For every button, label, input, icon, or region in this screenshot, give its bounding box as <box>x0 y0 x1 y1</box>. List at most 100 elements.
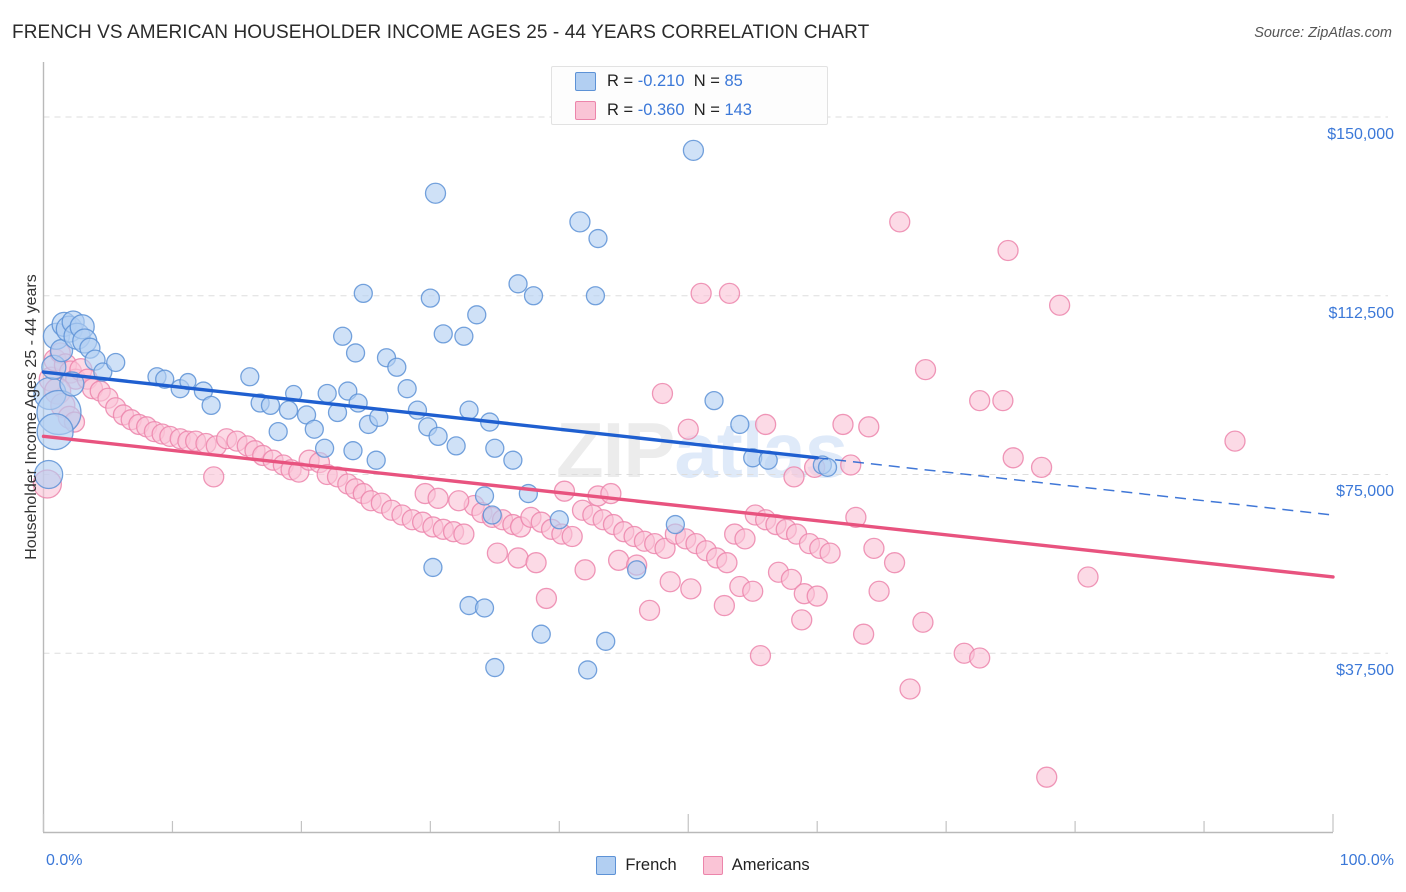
scatter-point <box>314 438 335 458</box>
scatter-point <box>474 486 495 506</box>
y-axis-title: Householder Income Ages 25 - 44 years <box>23 274 40 560</box>
scatter-points-americans <box>32 211 1246 788</box>
scatter-point <box>446 436 466 456</box>
french-stats: R = -0.210 N = 85 <box>607 72 743 90</box>
scatter-point <box>858 416 880 438</box>
scatter-point <box>240 367 260 387</box>
scatter-point <box>680 578 702 600</box>
scatter-point <box>423 557 443 578</box>
scatter-point <box>819 542 841 564</box>
scatter-point <box>448 490 470 512</box>
scatter-point <box>549 510 569 530</box>
scatter-point <box>868 580 890 602</box>
scatter-point <box>638 599 661 621</box>
scatter-point <box>883 552 906 574</box>
scatter-point <box>486 542 509 564</box>
scatter-point <box>304 419 324 439</box>
scatter-point <box>889 211 911 233</box>
scatter-point <box>863 537 885 560</box>
y-tick-label: $75,000 <box>1336 483 1394 501</box>
french-swatch-icon <box>575 72 596 91</box>
scatter-point <box>997 239 1019 262</box>
scatter-point <box>791 609 813 631</box>
scatter-point <box>607 549 630 571</box>
scatter-point <box>585 286 606 306</box>
scatter-point <box>734 528 756 550</box>
x-axis-ticks <box>42 814 1334 832</box>
axis-lines <box>42 62 1333 834</box>
scatter-point <box>203 466 225 488</box>
scatter-point <box>659 571 681 593</box>
scatter-point <box>780 568 803 591</box>
y-tick-label: $112,500 <box>1328 304 1394 322</box>
legend-label-french: French <box>625 855 677 874</box>
scatter-point <box>677 418 699 440</box>
scatter-point <box>682 139 705 162</box>
scatter-point <box>278 400 299 420</box>
trend-line-americans <box>41 434 1335 579</box>
scatter-point <box>407 400 428 420</box>
scatter-point <box>912 611 934 633</box>
scatter-point <box>503 450 523 470</box>
scatter-point <box>1077 566 1099 588</box>
x-axis-min-label: 0.0% <box>46 852 83 869</box>
americans-stats: R = -0.360 N = 143 <box>607 101 752 119</box>
legend-row-americans: R = -0.360 N = 143 <box>552 96 827 125</box>
legend-item-americans[interactable]: Americans <box>702 855 810 875</box>
scatter-point <box>433 324 453 344</box>
scatter-point <box>969 389 991 412</box>
legend-label-americans: Americans <box>731 855 810 874</box>
scatter-points-french <box>33 139 838 680</box>
scatter-point <box>754 413 777 436</box>
americans-legend-swatch-icon <box>702 855 723 875</box>
scatter-point <box>574 559 596 581</box>
scatter-point <box>467 305 487 325</box>
scatter-point <box>806 585 828 607</box>
scatter-point <box>742 580 764 602</box>
scatter-point <box>817 457 838 478</box>
scatter-point <box>690 282 712 305</box>
scatter-point <box>627 560 647 580</box>
scatter-point <box>832 413 854 436</box>
scatter-point <box>852 623 875 645</box>
trend-line-french-projection <box>817 457 1334 516</box>
scatter-point <box>285 384 303 403</box>
scatter-point <box>1030 456 1053 479</box>
scatter-point <box>317 383 337 404</box>
scatter-point <box>508 274 528 294</box>
americans-swatch-icon <box>575 101 596 120</box>
scatter-point <box>651 382 674 405</box>
scatter-point <box>654 537 676 560</box>
trend-line-french <box>41 370 819 460</box>
legend-item-french[interactable]: French <box>596 855 677 875</box>
scatter-point <box>596 631 616 651</box>
series-legend: French Americans <box>0 851 1406 879</box>
scatter-point <box>783 466 805 488</box>
scatter-point <box>704 390 724 411</box>
scatter-point <box>34 459 64 490</box>
scatter-point <box>268 421 288 442</box>
scatter-point <box>353 283 373 304</box>
scatter-point <box>1048 294 1071 316</box>
scatter-point <box>333 326 353 346</box>
scatter-point <box>428 426 448 447</box>
y-tick-label: $37,500 <box>1336 662 1394 680</box>
scatter-point <box>588 228 608 249</box>
scatter-point <box>992 389 1014 412</box>
scatter-point <box>840 454 862 476</box>
legend-row-french: R = -0.210 N = 85 <box>552 67 827 96</box>
scatter-point <box>716 552 738 574</box>
scatter-point <box>482 505 502 525</box>
scatter-point <box>523 286 544 306</box>
scatter-point <box>424 182 447 204</box>
scatter-point <box>561 525 583 548</box>
scatter-point <box>1224 430 1246 452</box>
scatter-point <box>59 371 85 397</box>
scatter-point <box>535 587 558 610</box>
scatter-point <box>474 598 495 618</box>
scatter-point <box>427 487 449 509</box>
scatter-point <box>569 211 591 233</box>
scatter-point <box>665 514 686 535</box>
